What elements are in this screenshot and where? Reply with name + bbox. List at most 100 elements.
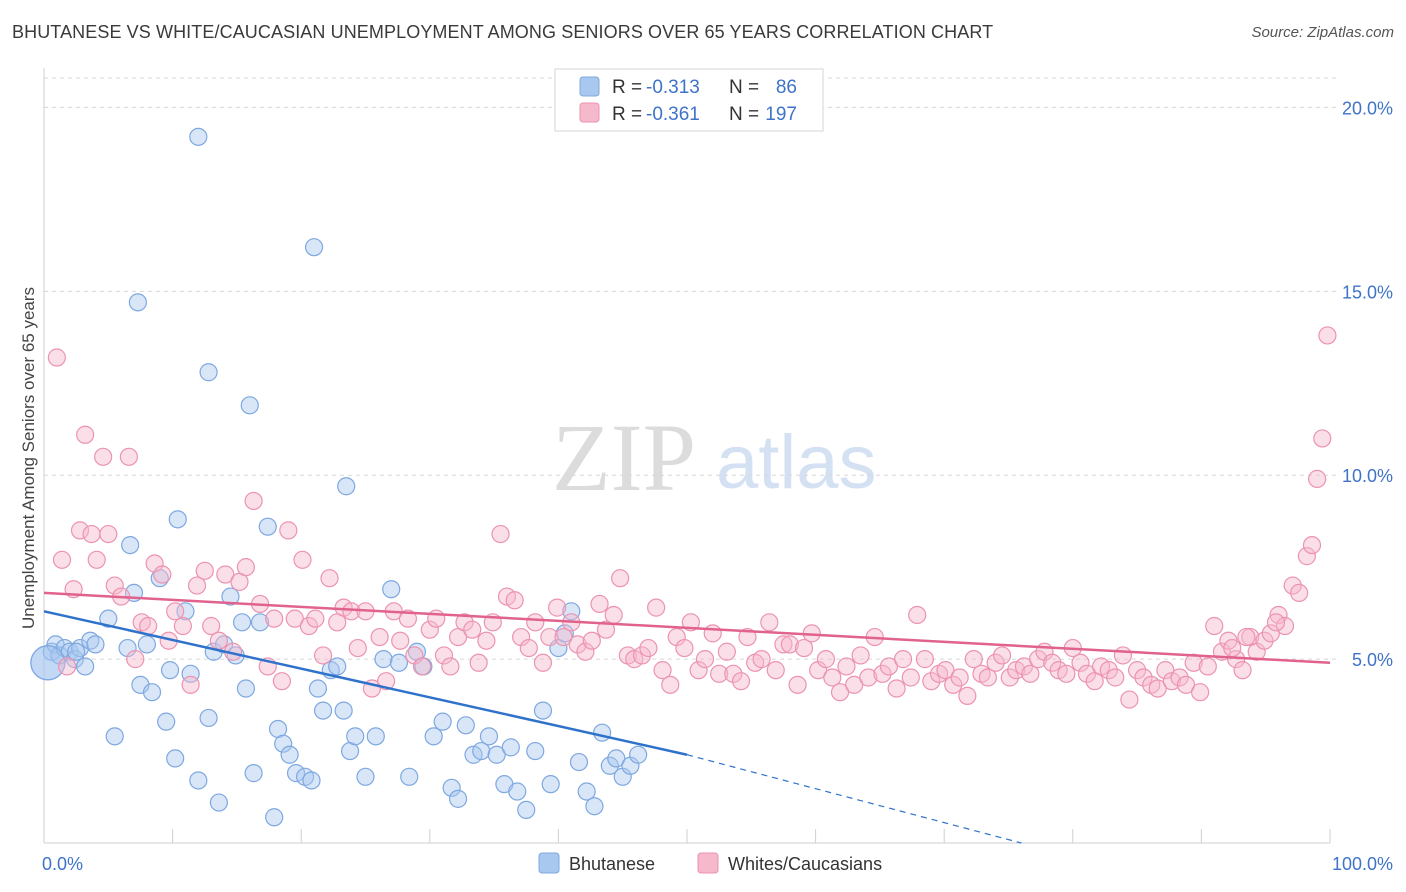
y-tick-label: 15.0% — [1342, 282, 1393, 302]
bhutanese-point — [99, 609, 118, 628]
y-tick-label: 10.0% — [1342, 466, 1393, 486]
bottom-legend-label-bhutanese: Bhutanese — [569, 854, 655, 874]
whites-point — [695, 650, 715, 669]
whites-point — [202, 616, 221, 636]
bottom-legend: Bhutanese Whites/Caucasians — [538, 852, 882, 874]
whites-point — [420, 620, 439, 639]
legend: R = -0.313 N = 86 R = -0.361 N = 197 — [554, 68, 824, 132]
whites-point — [936, 661, 955, 680]
bhutanese-point — [501, 738, 520, 757]
legend-swatch-whites — [579, 102, 600, 123]
bhutanese-point — [533, 701, 553, 720]
whites-point — [703, 624, 722, 643]
legend-box — [554, 68, 824, 132]
whites-point — [689, 661, 708, 680]
whites-point — [370, 627, 389, 647]
whites-point — [1269, 605, 1288, 625]
y-tick-label: 5.0% — [1352, 650, 1393, 670]
bhutanese-point — [209, 793, 228, 812]
bottom-legend-label-whites: Whites/Caucasians — [728, 854, 882, 874]
bhutanese-point — [600, 756, 619, 775]
source-credit: Source: ZipAtlas.com — [1251, 24, 1394, 41]
whites-point — [731, 672, 751, 691]
bhutanese-point — [389, 653, 409, 672]
whites-point — [859, 668, 878, 687]
whites-point — [126, 650, 145, 669]
bhutanese-point — [157, 712, 176, 731]
axes — [43, 68, 1331, 844]
whites-point — [505, 591, 524, 610]
whites-point — [195, 561, 214, 580]
whites-point — [1297, 547, 1316, 566]
whites-point — [944, 675, 963, 694]
whites-point — [105, 576, 124, 595]
bhutanese-point — [356, 767, 375, 786]
whites-point — [533, 653, 553, 672]
whites-point — [788, 675, 807, 694]
whites-point — [823, 668, 842, 687]
whites-point — [639, 638, 658, 658]
x-tick-labels: 0.0% 100.0% — [42, 854, 1393, 874]
whites-point — [455, 613, 474, 632]
bhutanese-point — [302, 771, 321, 790]
whites-point — [293, 550, 312, 569]
whites-point — [1099, 661, 1118, 680]
bhutanese-point — [472, 741, 491, 761]
whites-point — [661, 675, 680, 694]
whites-point — [830, 683, 850, 702]
whites-point — [1156, 661, 1175, 680]
whites-point — [1170, 668, 1189, 687]
bhutanese-point — [86, 635, 105, 654]
whites-point — [299, 616, 319, 636]
bhutanese-point — [67, 642, 86, 661]
watermark-zip: ZIP — [552, 404, 696, 511]
legend-n-value-bhutanese: 86 — [776, 77, 797, 98]
whites-point — [837, 657, 856, 676]
bhutanese-point — [629, 745, 648, 764]
whites-point — [1261, 624, 1280, 643]
whites-point — [1237, 627, 1256, 647]
bhutanese-point — [274, 734, 293, 753]
whites-point — [780, 635, 799, 654]
chart-title: BHUTANESE VS WHITE/CAUCASIAN UNEMPLOYMEN… — [12, 22, 994, 42]
bhutanese-point — [433, 712, 452, 731]
whites-point — [285, 609, 304, 628]
whites-point — [187, 576, 207, 595]
whites-point — [1255, 631, 1274, 650]
bhutanese-point — [128, 293, 147, 312]
whites-point — [463, 620, 482, 639]
bhutanese-point — [424, 727, 443, 746]
whites-point — [632, 646, 652, 665]
bhutanese-point — [607, 749, 626, 768]
whites-point — [216, 565, 235, 584]
bhutanese-point — [199, 708, 218, 728]
bhutanese-point — [456, 716, 475, 735]
bhutanese-point — [346, 727, 365, 746]
bhutanese-point — [76, 657, 95, 676]
whites-point — [893, 650, 913, 669]
whites-point — [1071, 653, 1090, 672]
bhutanese-point — [304, 238, 324, 257]
whites-point — [1266, 613, 1286, 632]
whites-point — [1148, 679, 1167, 698]
bhutanese-point — [137, 635, 156, 654]
whites-point — [1113, 646, 1133, 665]
series-whites-points — [47, 326, 1337, 709]
whites-point — [717, 642, 736, 661]
whites-point — [244, 491, 263, 511]
whites-point — [675, 638, 694, 658]
whites-point — [794, 638, 814, 658]
y-axis-title: Unemployment Among Seniors over 65 years — [19, 287, 38, 629]
bhutanese-point — [250, 613, 270, 632]
legend-r-value-whites: -0.361 — [646, 104, 700, 125]
whites-point — [209, 631, 228, 650]
whites-point — [70, 521, 90, 540]
bhutanese-point — [176, 602, 195, 621]
bhutanese-point — [189, 771, 208, 790]
whites-point — [272, 672, 292, 691]
whites-point — [1176, 675, 1196, 694]
whites-trend-line — [43, 591, 1331, 665]
whites-point — [724, 664, 743, 683]
bhutanese-point — [577, 782, 596, 801]
whites-point — [52, 550, 72, 569]
